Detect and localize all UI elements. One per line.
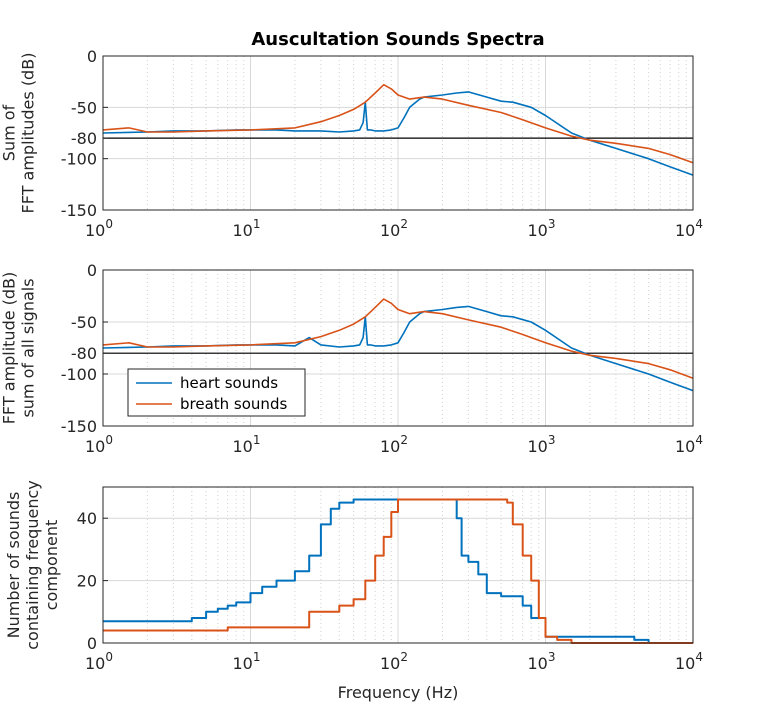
y-tick-label: 0 [87, 634, 97, 653]
x-axis-label: Frequency (Hz) [338, 683, 459, 702]
axes-box [102, 486, 694, 644]
y-tick-label: 0 [87, 261, 97, 280]
y-tick-label: -150 [61, 417, 97, 436]
x-tick-label: 100 [85, 217, 113, 240]
x-tick-label: 103 [528, 650, 556, 673]
breath-series-line [102, 298, 694, 379]
axes-box [102, 269, 694, 427]
breath-series-line [102, 83, 694, 164]
axes-box [102, 55, 694, 211]
y-axis-label: FFT amplitude (dB) [0, 272, 19, 425]
y-axis-label: Number of sounds [4, 492, 23, 639]
heart-series-line [103, 498, 693, 644]
x-tick-label: 101 [233, 433, 261, 456]
y-axis-label: component [42, 520, 61, 611]
y-axis-label: Sum of [0, 104, 19, 161]
y-tick-label: -100 [61, 365, 97, 384]
x-tick-label: 104 [675, 217, 703, 240]
y-axis-label: FFT amplitudes (dB) [19, 53, 38, 214]
x-tick-label: 100 [85, 433, 113, 456]
y-axis-label: containing frequency [23, 480, 42, 649]
y-tick-label: -80 [71, 129, 97, 148]
panel-3: 100 101 102 103 104 0 20 40 Number of sounds cont… [4, 480, 703, 702]
legend: heart sounds breath sounds [127, 368, 306, 417]
panel-2: 100 101 102 103 104 0 -50 -80 -100 -150 FFT amplit… [0, 261, 703, 456]
x-tick-label: 101 [233, 650, 261, 673]
y-tick-label: -100 [61, 150, 97, 169]
panel-1: 100 101 102 103 104 0 -50 -80 -100 -150 Sum of FFT … [0, 47, 703, 240]
y-tick-label: 20 [77, 572, 97, 591]
x-tick-label: 103 [528, 433, 556, 456]
y-tick-label: 0 [87, 47, 97, 66]
y-tick-label: 40 [77, 509, 97, 528]
x-tick-label: 104 [675, 433, 703, 456]
y-axis-label: sum of all signals [19, 278, 38, 417]
x-tick-label: 102 [380, 650, 408, 673]
figure-title: Auscultation Sounds Spectra [251, 29, 544, 50]
legend-box [127, 368, 306, 417]
x-tick-label: 104 [675, 650, 703, 673]
breath-series-line [103, 498, 693, 644]
x-tick-label: 102 [380, 433, 408, 456]
x-tick-label: 100 [85, 650, 113, 673]
heart-series-line [102, 91, 694, 176]
y-tick-label: -50 [71, 98, 97, 117]
y-tick-label: -150 [61, 201, 97, 220]
y-tick-label: -50 [71, 313, 97, 332]
x-tick-label: 101 [233, 217, 261, 240]
heart-legend-label: heart sounds [180, 374, 278, 392]
x-tick-label: 103 [528, 217, 556, 240]
x-tick-label: 102 [380, 217, 408, 240]
heart-series-line [102, 305, 694, 392]
y-tick-label: -80 [71, 344, 97, 363]
breath-legend-label: breath sounds [180, 395, 287, 413]
